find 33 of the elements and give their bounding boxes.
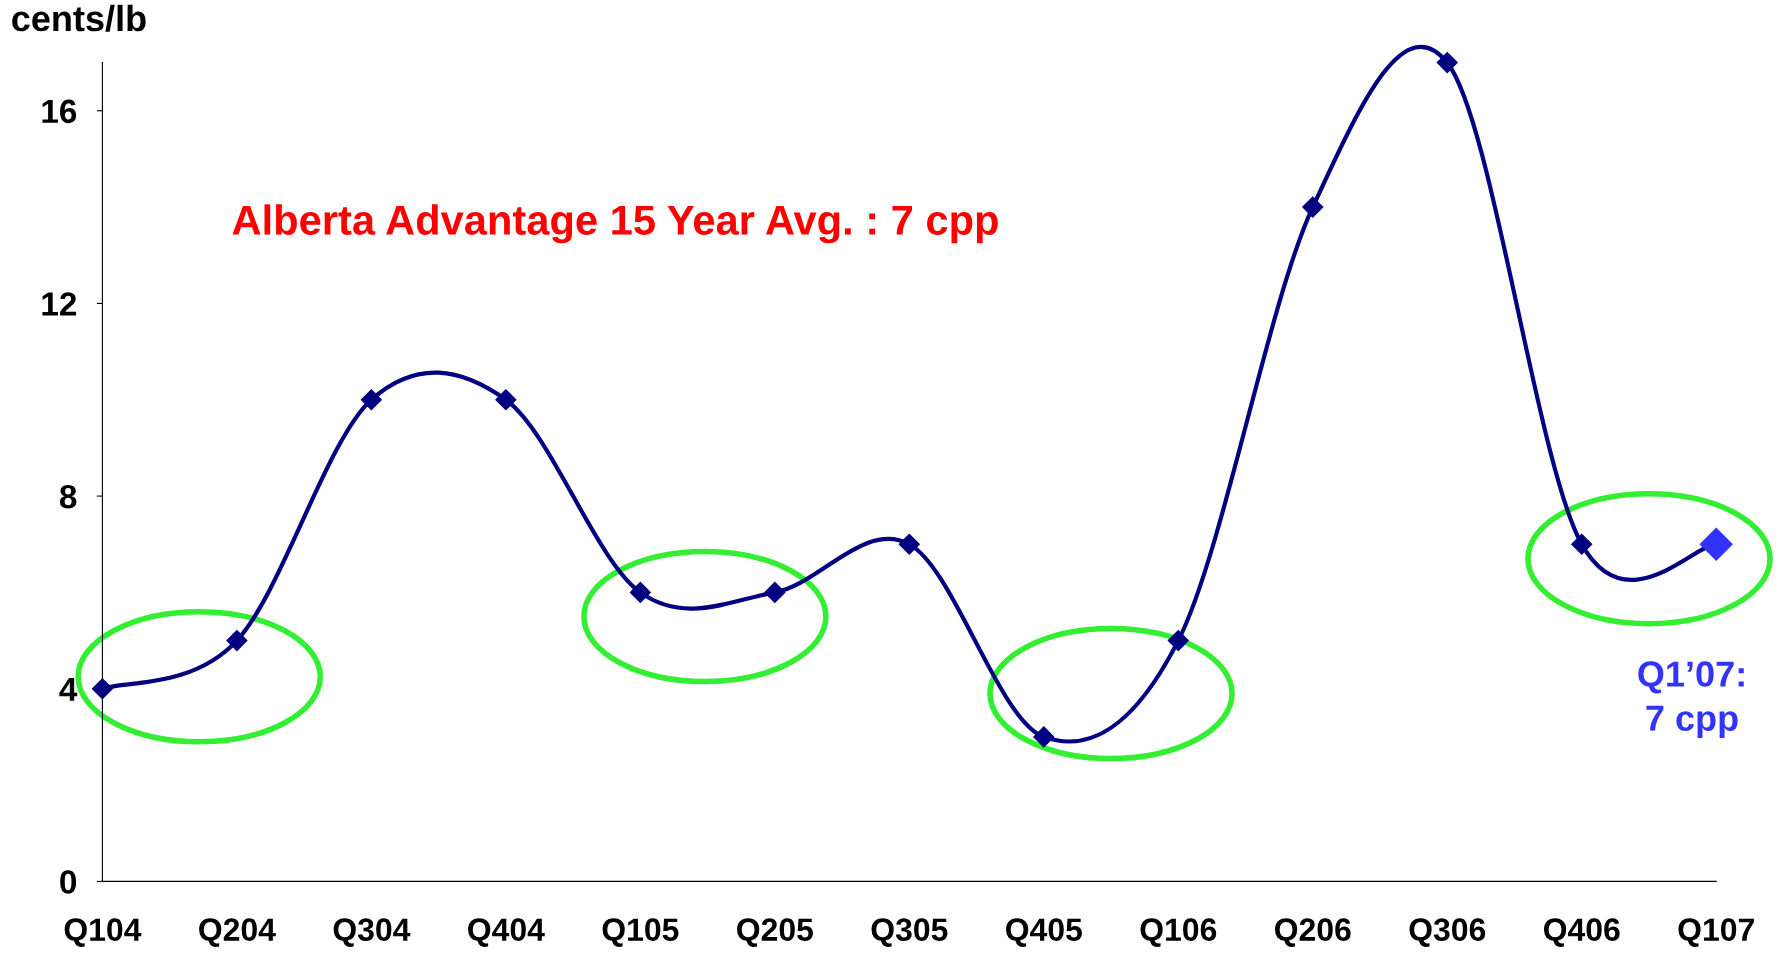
- point: [1167, 630, 1189, 652]
- x-tick-label: Q405: [1006, 918, 1082, 947]
- point: [1436, 52, 1458, 74]
- y-tick-label: 16: [42, 99, 77, 124]
- y-tick-label: 12: [42, 292, 77, 316]
- point: [764, 581, 786, 603]
- point: [629, 581, 651, 603]
- annotation: Q1’07: 7 cpp: [1638, 661, 1744, 739]
- x-tick-label: Q305: [871, 918, 948, 947]
- x-tick-label: Q306: [1409, 918, 1486, 947]
- x-tick-label: Q204: [199, 918, 276, 947]
- point: [360, 389, 382, 411]
- y-tick-label: 8: [59, 484, 77, 509]
- x-tick-label: Q105: [602, 918, 679, 947]
- x-tick-label: Q107: [1678, 918, 1754, 947]
- y-tick-label: 4: [59, 677, 78, 701]
- point: [1571, 533, 1593, 555]
- point: [1302, 196, 1324, 218]
- x-tick-label: Q304: [333, 918, 411, 947]
- x-tick-label: Q406: [1543, 918, 1620, 947]
- y-tick-label: 0: [60, 870, 77, 894]
- point: [1033, 726, 1055, 748]
- point: [226, 630, 248, 652]
- x-tick-label: Q206: [1275, 918, 1351, 947]
- x-tick-label: Q104: [64, 918, 142, 947]
- y-axis-title: cents/lb: [12, 4, 146, 32]
- point: [898, 533, 920, 555]
- x-tick-label: Q205: [737, 918, 814, 947]
- x-tick-label: Q404: [468, 918, 545, 947]
- x-tick-label: Q106: [1140, 918, 1217, 947]
- point: [495, 389, 517, 411]
- annotation: Alberta Advantage 15 Year Avg. : 7 cpp: [232, 204, 998, 244]
- point: [91, 678, 113, 700]
